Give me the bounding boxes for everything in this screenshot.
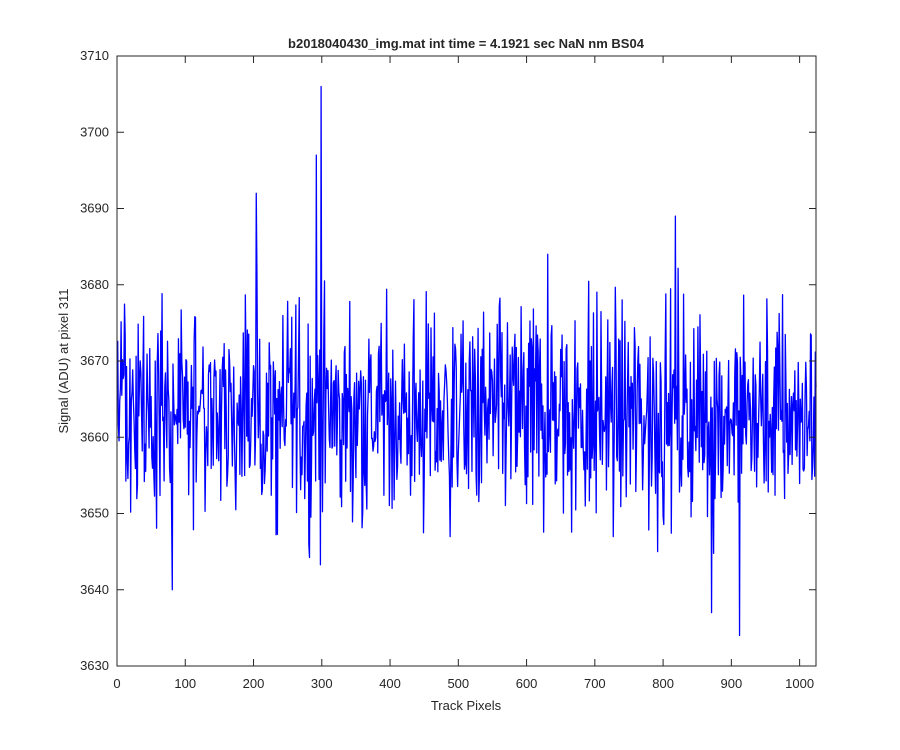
y-tick-label: 3660 — [80, 429, 109, 444]
x-tick-label: 300 — [311, 676, 333, 691]
y-tick-label: 3650 — [80, 506, 109, 521]
x-tick-label: 500 — [447, 676, 469, 691]
x-tick-label: 600 — [516, 676, 538, 691]
y-tick-label: 3640 — [80, 582, 109, 597]
x-axis-ticks: 0 100 200 300 400 500 600 700 800 900 1000 — [113, 56, 814, 691]
y-axis-ticks: 3630 3640 3650 3660 3670 3680 3690 3700 3710 — [80, 48, 816, 673]
y-tick-label: 3700 — [80, 124, 109, 139]
x-tick-label: 100 — [174, 676, 196, 691]
signal-series-line — [117, 85, 817, 637]
y-tick-label: 3630 — [80, 658, 109, 673]
x-axis-label: Track Pixels — [431, 698, 502, 713]
x-tick-label: 1000 — [785, 676, 814, 691]
x-tick-label: 0 — [113, 676, 120, 691]
x-tick-label: 400 — [379, 676, 401, 691]
x-tick-label: 200 — [243, 676, 265, 691]
y-tick-label: 3670 — [80, 353, 109, 368]
y-tick-label: 3710 — [80, 48, 109, 63]
series-layer — [117, 85, 817, 637]
y-tick-label: 3690 — [80, 201, 109, 216]
x-tick-label: 900 — [721, 676, 743, 691]
y-axis-label: Signal (ADU) at pixel 311 — [56, 289, 71, 434]
chart-title: b2018040430_img.mat int time = 4.1921 se… — [288, 36, 645, 51]
x-tick-label: 700 — [584, 676, 606, 691]
y-tick-label: 3680 — [80, 277, 109, 292]
x-tick-label: 800 — [652, 676, 674, 691]
